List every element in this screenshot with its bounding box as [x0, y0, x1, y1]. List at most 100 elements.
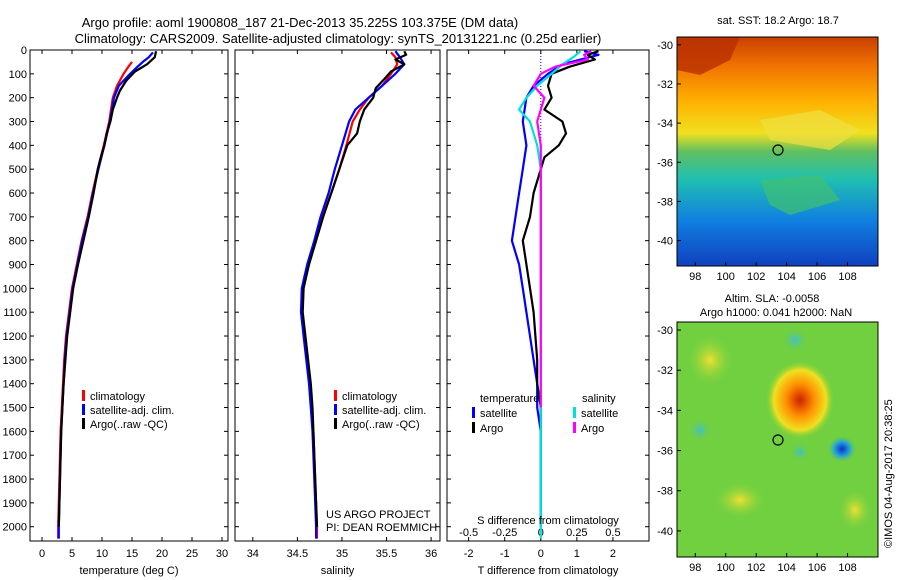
sst-map: sat. SST: 18.2 Argo: 18.7 98 100 102 104 106…: [657, 15, 879, 283]
xtick-label: 0: [39, 548, 45, 560]
difference-profile-panel: -2 -1 0 1 2-0.5 -0.25 0 0.25 0.5T difference fro…: [446, 49, 650, 577]
sst-map-frame: [676, 36, 879, 267]
series-line-argo-raw-qc-: [301, 50, 408, 527]
map-ytick-label: -38: [657, 486, 673, 498]
map-ytick-label: -32: [657, 79, 673, 91]
xtick-label: 35: [336, 548, 348, 560]
legend-entry: Argo: [480, 423, 503, 435]
project-credit: US ARGO PROJECT: [326, 509, 431, 521]
map-xtick-label: 108: [838, 562, 856, 574]
legend-swatch: [573, 407, 576, 418]
s-diff-tick-label: 0.5: [605, 527, 620, 539]
legend-entry: Argo: [581, 423, 604, 435]
legend-swatch: [472, 422, 475, 433]
xtick-label: 15: [126, 548, 138, 560]
depth-tick-label: 700: [9, 212, 27, 224]
map-xtick-label: 98: [689, 562, 701, 574]
xtick-label: 1: [574, 548, 580, 560]
legend-entry: Argo(..raw -QC): [90, 419, 168, 431]
legend-entry: satellite-adj. clim.: [90, 405, 174, 417]
difference-xlabel-top: S difference from climatology: [477, 515, 619, 527]
sla-anomaly-low-2: [790, 442, 810, 462]
xtick-label: 36: [425, 548, 437, 560]
header-line-2: Climatology: CARS2009. Satellite-adjuste…: [75, 31, 602, 46]
map-ytick-label: -34: [657, 118, 673, 130]
legend-entry: satellite-adj. clim.: [342, 405, 426, 417]
legend-swatch: [573, 422, 576, 433]
xtick-label: 0: [538, 548, 544, 560]
xtick-label: 35.5: [376, 548, 397, 560]
plot-frame-0: [29, 49, 229, 542]
legend-entry: climatology: [342, 391, 398, 403]
xtick-label: 34.5: [287, 548, 308, 560]
xtick-label: 34: [247, 548, 259, 560]
legend-swatch: [334, 418, 337, 429]
sla-anomaly-warm-3: [837, 488, 873, 532]
depth-tick-label: 400: [9, 140, 27, 152]
legend-swatch: [82, 390, 85, 401]
salinity-profile-panel: 34 34.5 35 35.5 36 salinity climatology satelli…: [234, 49, 441, 577]
series-line-argo: [532, 50, 592, 408]
legend-swatch: [82, 418, 85, 429]
legend-entry: climatology: [90, 391, 146, 403]
sla-anomaly-low-3: [781, 328, 809, 352]
temperature-profile-panel: 0100200300400500600700800900100011001200…: [3, 45, 229, 577]
legend-entry: Argo(..raw -QC): [342, 419, 420, 431]
sst-map-title: sat. SST: 18.2 Argo: 18.7: [717, 15, 839, 27]
x-axis-label: temperature (deg C): [79, 565, 178, 577]
xtick-label: 30: [216, 548, 228, 560]
depth-tick-label: 0: [21, 45, 27, 57]
xtick-label: -2: [464, 548, 474, 560]
legend-swatch: [334, 390, 337, 401]
depth-tick-label: 1200: [3, 331, 27, 343]
s-diff-tick-label: -0.5: [459, 527, 478, 539]
map-xtick-label: 102: [747, 562, 765, 574]
imos-stamp: ©IMOS 04-Aug-2017 20:38:25: [883, 399, 895, 548]
map-xtick-label: 100: [717, 562, 735, 574]
sst-yellow-tongue: [760, 110, 860, 150]
sla-argo-marker: [772, 434, 784, 446]
sla-anomaly-high: [765, 360, 835, 440]
xtick-label: 5: [69, 548, 75, 560]
depth-tick-label: 100: [9, 69, 27, 81]
map-xtick-label: 104: [777, 271, 795, 283]
depth-tick-label: 900: [9, 260, 27, 272]
series-line-climatology: [300, 51, 399, 539]
header-line-1: Argo profile: aoml 1900808_187 21-Dec-20…: [82, 15, 519, 30]
depth-tick-label: 800: [9, 236, 27, 248]
sla-anomaly-warm: [685, 332, 735, 388]
depth-tick-label: 600: [9, 188, 27, 200]
series-line-satellite: [517, 50, 582, 539]
depth-tick-label: 1500: [3, 403, 27, 415]
depth-tick-label: 1300: [3, 355, 27, 367]
s-diff-tick-label: -0.25: [492, 527, 517, 539]
xtick-label: 25: [186, 548, 198, 560]
map-xtick-label: 106: [808, 562, 826, 574]
map-ytick-label: -30: [657, 40, 673, 52]
plot-frame-2: [446, 49, 650, 542]
sla-map-title-2: Argo h1000: 0.041 h2000: NaN: [700, 307, 852, 319]
legend-group-temperature: temperature: [480, 393, 539, 405]
s-diff-tick-label: 0.25: [566, 527, 587, 539]
sla-map-title-1: Altim. SLA: -0.0058: [725, 293, 820, 305]
map-xtick-label: 108: [838, 271, 856, 283]
map-ytick-label: -40: [657, 236, 673, 248]
depth-tick-label: 500: [9, 164, 27, 176]
depth-tick-label: 2000: [3, 522, 27, 534]
legend-swatch: [472, 407, 475, 418]
map-ytick-label: -34: [657, 405, 673, 417]
depth-tick-label: 1400: [3, 379, 27, 391]
map-ytick-label: -36: [657, 157, 673, 169]
depth-tick-label: 1100: [3, 307, 27, 319]
legend-group-salinity: salinity: [582, 393, 616, 405]
map-ytick-label: -38: [657, 196, 673, 208]
map-ytick-label: -36: [657, 446, 673, 458]
x-axis-label: salinity: [321, 565, 355, 577]
xtick-label: -1: [500, 548, 510, 560]
depth-tick-label: 1900: [3, 498, 27, 510]
plot-frame-1: [234, 49, 441, 542]
map-xtick-label: 102: [747, 271, 765, 283]
map-ytick-label: -30: [657, 325, 673, 337]
depth-tick-label: 200: [9, 93, 27, 105]
